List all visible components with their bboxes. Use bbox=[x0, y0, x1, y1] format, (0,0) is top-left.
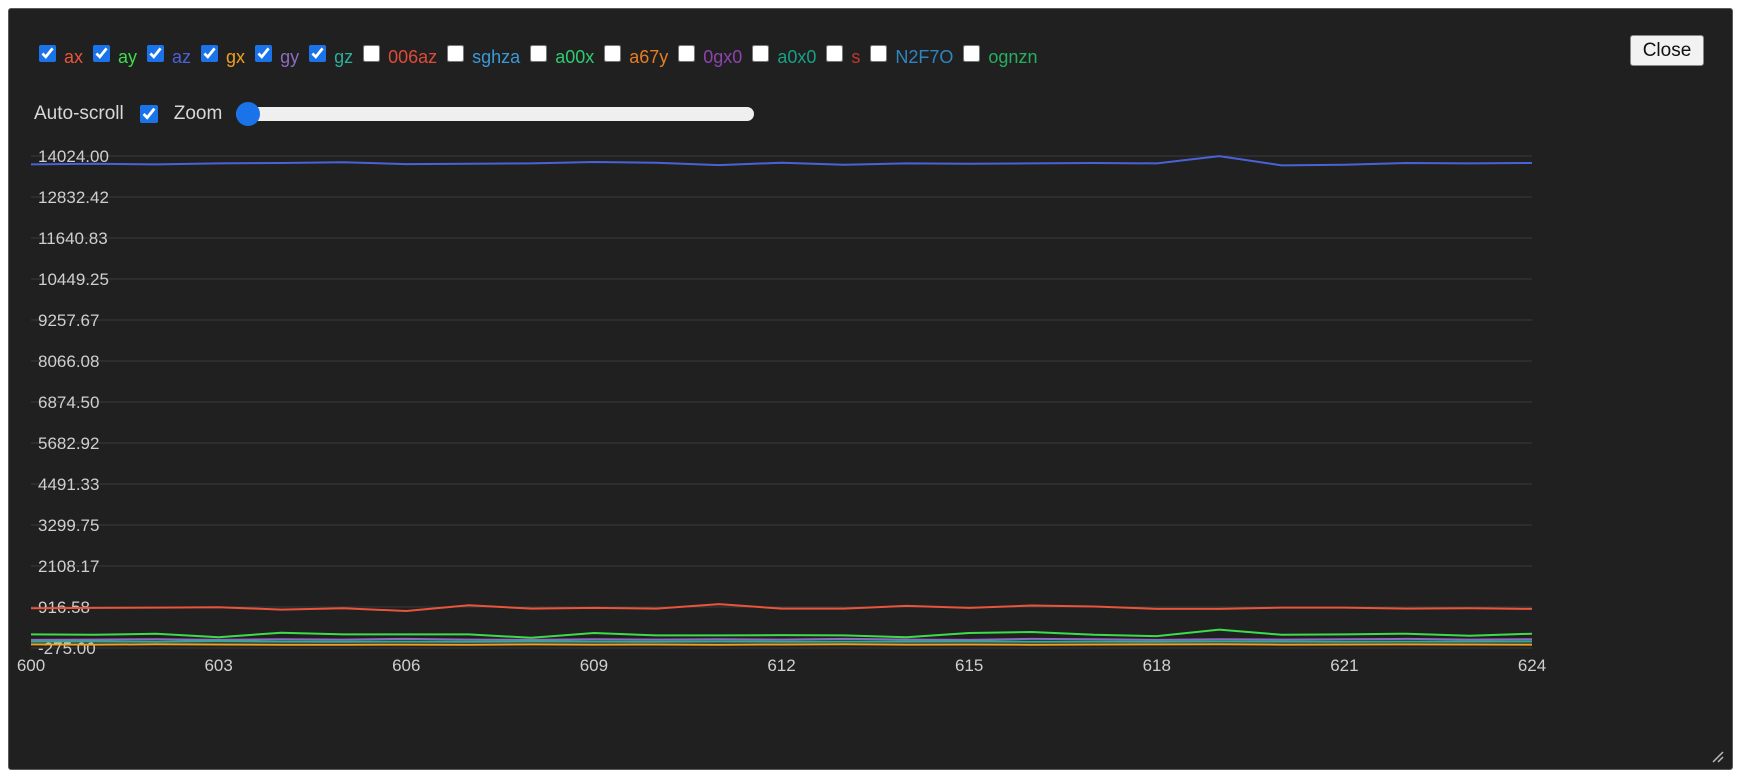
series-toggle-gy[interactable]: gy bbox=[255, 44, 300, 68]
series-line-ay bbox=[30, 628, 1533, 639]
y-tick-label: 2108.17 bbox=[38, 557, 99, 576]
series-label: az bbox=[172, 46, 192, 67]
series-checkbox-a0x0[interactable] bbox=[752, 44, 770, 62]
series-line-gy bbox=[30, 637, 1533, 641]
x-tick-label: 612 bbox=[767, 656, 795, 675]
series-toggle-ax[interactable]: ax bbox=[39, 44, 84, 68]
series-label: s bbox=[851, 46, 861, 67]
series-toggle-ognzn[interactable]: ognzn bbox=[963, 44, 1038, 68]
series-checkbox-gx[interactable] bbox=[201, 44, 219, 62]
series-checkbox-az[interactable] bbox=[147, 44, 165, 62]
plotter-panel: ax ay az gx gy gz 006az sghza a00x a67y 0gx0 a0x0 s N… bbox=[8, 8, 1733, 770]
x-tick-label: 603 bbox=[204, 656, 232, 675]
x-tick-label: 609 bbox=[580, 656, 608, 675]
series-line-gx bbox=[30, 643, 1533, 646]
series-checkbox-ax[interactable] bbox=[39, 44, 56, 62]
series-toggle-a00x[interactable]: a00x bbox=[530, 44, 595, 68]
series-checkbox-0gx0[interactable] bbox=[678, 44, 696, 62]
controls-row: Auto-scroll Zoom bbox=[34, 99, 755, 129]
series-toggle-a67y[interactable]: a67y bbox=[604, 44, 669, 68]
x-tick-label: 615 bbox=[955, 656, 983, 675]
series-label: gz bbox=[334, 46, 354, 67]
series-toggle-sghza[interactable]: sghza bbox=[447, 44, 521, 68]
series-toggle-a0x0[interactable]: a0x0 bbox=[752, 44, 817, 68]
x-tick-label: 600 bbox=[17, 656, 45, 675]
series-checkbox-gy[interactable] bbox=[255, 44, 273, 62]
series-toggle-list: ax ay az gx gy gz 006az sghza a00x a67y 0gx0 a0x0 s N… bbox=[39, 39, 1047, 75]
series-checkbox-a00x[interactable] bbox=[530, 44, 548, 62]
series-toggle-gx[interactable]: gx bbox=[201, 44, 246, 68]
series-checkbox-gz[interactable] bbox=[309, 44, 327, 62]
series-label: ognzn bbox=[988, 46, 1038, 67]
autoscroll-label: Auto-scroll bbox=[34, 103, 124, 124]
y-tick-label: 9257.67 bbox=[38, 311, 99, 330]
series-label: 0gx0 bbox=[703, 46, 743, 67]
series-line-ax bbox=[30, 603, 1533, 613]
series-checkbox-006az[interactable] bbox=[363, 44, 381, 62]
series-checkbox-N2F7O[interactable] bbox=[870, 44, 888, 62]
series-label: gy bbox=[280, 46, 300, 67]
x-tick-label: 618 bbox=[1143, 656, 1171, 675]
close-button[interactable]: Close bbox=[1630, 35, 1704, 66]
x-tick-label: 606 bbox=[392, 656, 420, 675]
y-tick-label: 3299.75 bbox=[38, 516, 99, 535]
y-tick-label: 11640.83 bbox=[38, 229, 108, 248]
line-chart: 14024.00 12832.42 11640.83 10449.25 9257.67 8… bbox=[17, 147, 1546, 675]
series-label: sghza bbox=[472, 46, 521, 67]
series-toggle-az[interactable]: az bbox=[147, 44, 192, 68]
series-checkbox-sghza[interactable] bbox=[447, 44, 465, 62]
series-label: N2F7O bbox=[895, 46, 954, 67]
autoscroll-checkbox[interactable] bbox=[139, 105, 158, 123]
y-tick-label: 5682.92 bbox=[38, 434, 99, 453]
series-label: a67y bbox=[629, 46, 669, 67]
x-tick-label: 624 bbox=[1518, 656, 1546, 675]
series-checkbox-ay[interactable] bbox=[93, 44, 111, 62]
series-toggle-N2F7O[interactable]: N2F7O bbox=[870, 44, 954, 68]
series-label: a0x0 bbox=[777, 46, 817, 67]
y-tick-label: 14024.00 bbox=[38, 147, 109, 166]
series-toggle-s[interactable]: s bbox=[826, 44, 861, 68]
resize-handle-icon[interactable] bbox=[1710, 749, 1724, 763]
x-tick-label: 621 bbox=[1330, 656, 1358, 675]
y-tick-label: 8066.08 bbox=[38, 352, 99, 371]
series-line-az bbox=[30, 155, 1533, 167]
series-toggle-ay[interactable]: ay bbox=[93, 44, 138, 68]
series-label: gx bbox=[226, 46, 246, 67]
series-checkbox-a67y[interactable] bbox=[604, 44, 622, 62]
series-checkbox-ognzn[interactable] bbox=[963, 44, 981, 62]
y-tick-label: 4491.33 bbox=[38, 475, 99, 494]
series-toggle-006az[interactable]: 006az bbox=[363, 44, 438, 68]
series-toggle-0gx0[interactable]: 0gx0 bbox=[678, 44, 743, 68]
zoom-label: Zoom bbox=[173, 103, 223, 124]
series-toggle-gz[interactable]: gz bbox=[309, 44, 354, 68]
zoom-slider[interactable] bbox=[236, 107, 755, 121]
series-checkbox-s[interactable] bbox=[826, 44, 844, 62]
series-label: a00x bbox=[555, 46, 595, 67]
series-label: 006az bbox=[388, 46, 438, 67]
series-line-gz bbox=[30, 640, 1533, 643]
y-tick-label: 12832.42 bbox=[38, 188, 109, 207]
series-label: ay bbox=[118, 46, 138, 67]
y-tick-label: 6874.50 bbox=[38, 393, 99, 412]
series-label: ax bbox=[64, 46, 84, 67]
y-tick-label: 10449.25 bbox=[38, 270, 109, 289]
